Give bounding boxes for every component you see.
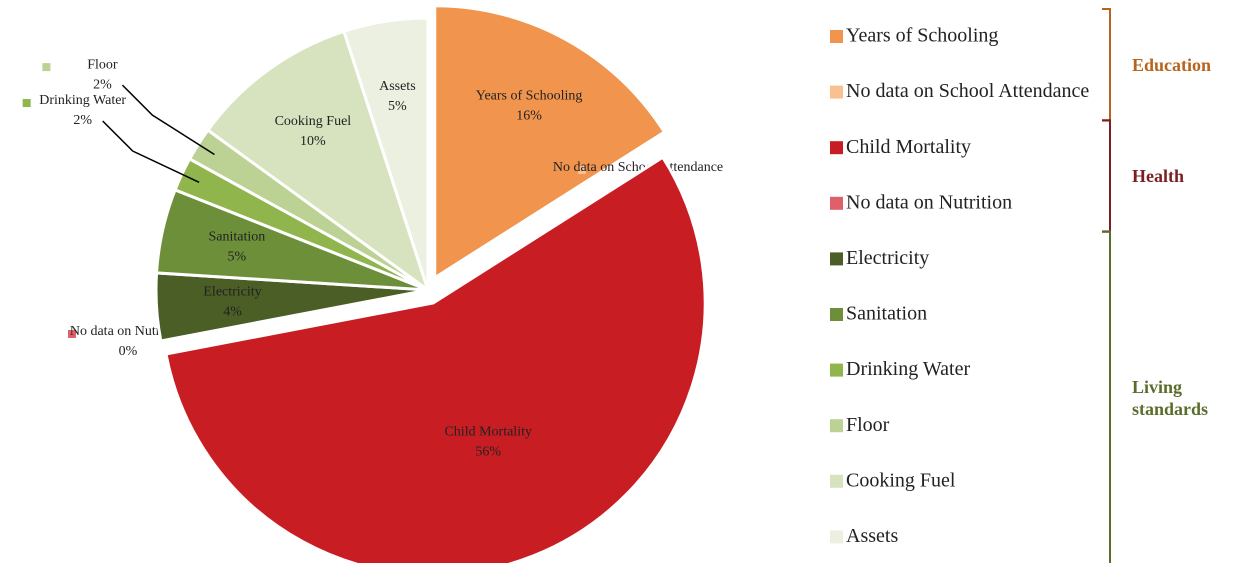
pie-slice (433, 4, 667, 281)
data-label-value: 5% (228, 249, 247, 264)
data-label-value: 2% (73, 113, 92, 128)
pie-slice (427, 142, 659, 292)
legend-key (830, 474, 843, 488)
legend-label: Child Mortality (846, 136, 971, 158)
legend-key (830, 530, 843, 544)
data-label-value: 0% (119, 344, 138, 359)
legend-label: Assets (846, 525, 898, 547)
group-label: Health (1132, 166, 1184, 186)
label-key (42, 63, 51, 72)
legend-label: Drinking Water (846, 358, 970, 380)
legend-label: No data on Nutrition (846, 191, 1012, 213)
data-label-name: Electricity (203, 285, 261, 300)
pie-slice (342, 16, 430, 291)
data-label-value: 56% (475, 444, 501, 459)
legend-key (830, 363, 843, 377)
data-label-name: Floor (87, 57, 118, 72)
data-label-name: No data on School Attendance (553, 160, 723, 175)
leader-line (121, 84, 215, 156)
data-label-name: Assets (379, 79, 416, 94)
data-label-value: 5% (388, 99, 407, 114)
legend-label: No data on School Attendance (846, 80, 1089, 102)
legend-label: Sanitation (846, 303, 927, 325)
label-key (578, 166, 586, 174)
legend-key (830, 141, 843, 155)
group-label: Education (1132, 54, 1212, 75)
group-bracket (1102, 230, 1111, 563)
legend-key (830, 85, 843, 99)
legend-key (830, 30, 843, 43)
data-label-value: 10% (300, 134, 326, 149)
label-key (22, 99, 31, 108)
data-label-value: 2% (93, 77, 112, 92)
data-label-name: Drinking Water (39, 93, 126, 108)
data-label-value: 16% (516, 108, 542, 123)
data-label-name: No data on Nutrition (70, 324, 186, 339)
label-key (68, 330, 76, 338)
leader-line (102, 120, 200, 183)
legend-key (830, 252, 843, 266)
group-label: Living standards (1132, 377, 1209, 420)
data-label-name: Cooking Fuel (275, 114, 352, 129)
data-label-name: Years of Schooling (476, 88, 583, 103)
legend-key (830, 196, 843, 210)
group-bracket (1102, 8, 1111, 122)
group-bracket (1102, 119, 1111, 233)
data-label-name: Child Mortality (444, 424, 532, 439)
legend-key (830, 419, 843, 433)
legend-label: Cooking Fuel (846, 469, 956, 491)
legend-key (830, 308, 843, 321)
data-label-value: 4% (223, 305, 242, 320)
legend-label: Floor (846, 414, 890, 436)
legend-label: Electricity (846, 247, 929, 269)
pie-slice (205, 29, 431, 294)
legend-label: Years of Schooling (846, 25, 998, 47)
pie-slice (164, 155, 707, 563)
data-label-name: Sanitation (208, 229, 265, 244)
